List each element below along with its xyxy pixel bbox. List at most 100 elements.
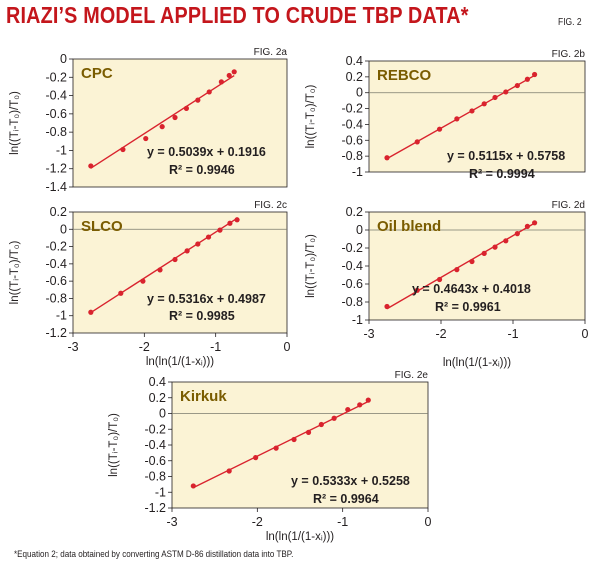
x-tick-label: -1	[210, 340, 221, 354]
r-squared-label: R² = 0.9946	[169, 163, 235, 177]
x-tick-label: 0	[425, 515, 432, 529]
data-point	[140, 278, 146, 284]
y-tick-label: -0.6	[45, 107, 67, 121]
y-tick-label: -0.4	[45, 89, 67, 103]
data-point	[492, 244, 498, 250]
data-point	[414, 287, 420, 293]
data-point	[492, 94, 498, 101]
x-axis-label: ln(ln(1/(1-xᵢ)))	[443, 357, 511, 369]
data-point	[183, 105, 190, 111]
plot-area	[72, 58, 288, 188]
data-point	[514, 231, 520, 237]
data-point	[88, 163, 94, 169]
y-tick-label: -0.6	[341, 133, 363, 147]
y-axis-label: ln((Tᵢ-T₀)/T₀)	[305, 84, 317, 148]
y-tick-label: -0.4	[144, 438, 166, 452]
y-tick-label: -0.4	[341, 259, 363, 273]
y-tick-label: -0.4	[341, 117, 363, 131]
x-tick-label: -2	[435, 327, 446, 341]
x-tick-label: 0	[582, 327, 589, 341]
data-point	[365, 397, 371, 403]
chart-panel: -1.2 -1 -0.8 -0.6 -0.4 -0.2 0 0.2 -3 -2 -1 0 ln((Tᵢ-…	[9, 200, 291, 368]
y-tick-label: -1	[56, 309, 67, 323]
regression-equation: y = 0.5333x + 0.5258	[291, 474, 410, 488]
y-tick-label: -0.2	[144, 422, 166, 436]
data-point	[469, 108, 475, 114]
data-point	[234, 217, 240, 223]
y-axis-label: ln((Tᵢ-T₀)/T₀)	[9, 91, 21, 155]
data-point	[481, 250, 487, 256]
panel-tag: FIG. 2a	[254, 47, 288, 58]
data-point	[291, 436, 297, 443]
data-point	[532, 220, 538, 226]
x-tick-label: -3	[166, 515, 177, 529]
y-tick-label: -0.6	[341, 277, 363, 291]
x-tick-label: 0	[284, 340, 291, 354]
data-point	[184, 248, 190, 254]
r-squared-label: R² = 0.9961	[435, 300, 501, 314]
data-point	[524, 76, 531, 82]
y-tick-label: -0.2	[341, 241, 363, 255]
series-label: REBCO	[377, 67, 432, 84]
y-tick-label: 0.4	[346, 54, 363, 68]
y-tick-label: -0.6	[45, 274, 67, 288]
y-tick-label: -1	[155, 485, 166, 499]
y-tick-label: -0.2	[45, 240, 67, 254]
x-axis-label: ln(ln(1/(1-xᵢ)))	[146, 356, 214, 368]
series-label: SLCO	[81, 218, 123, 235]
y-tick-label: 0.2	[50, 205, 67, 219]
data-point	[226, 468, 232, 474]
data-point	[118, 290, 124, 296]
y-tick-label: 0	[356, 86, 363, 100]
data-point	[206, 89, 212, 95]
x-tick-label: -3	[363, 327, 374, 341]
chart-panel: -1 -0.8 -0.6 -0.4 -0.2 0 0.2 -3 -2 -1 0 ln((Tᵢ-T₀)/…	[305, 200, 589, 369]
y-tick-label: -0.8	[341, 295, 363, 309]
data-point	[172, 256, 178, 263]
plot-area	[171, 381, 429, 509]
y-tick-label: 0.4	[149, 375, 166, 389]
regression-line	[90, 217, 238, 314]
data-point	[195, 97, 201, 103]
y-tick-label: -1.4	[45, 180, 67, 194]
data-point	[227, 220, 233, 226]
y-tick-label: -1.2	[45, 162, 67, 176]
r-squared-label: R² = 0.9985	[169, 309, 235, 323]
data-point	[195, 241, 201, 247]
data-point	[503, 89, 509, 95]
data-point	[231, 69, 237, 75]
y-tick-label: 0.2	[346, 205, 363, 219]
chart-panel: -1 -0.8 -0.6 -0.4-0.2 0 0.2 0.4 ln((Tᵢ-T₀)/T₀) F…	[305, 49, 585, 181]
x-tick-label: -2	[139, 340, 150, 354]
regression-line	[386, 222, 535, 310]
x-tick-label: -3	[67, 340, 78, 354]
data-point	[345, 406, 351, 413]
data-point	[217, 227, 223, 233]
data-point	[384, 303, 390, 310]
plot-area	[368, 60, 586, 173]
data-point	[205, 234, 212, 240]
data-point	[172, 114, 178, 121]
data-point	[157, 267, 163, 273]
chart-panel: -1.4 -1.2 -1 -0.8 -0.6 -0.4 -0.2 0 ln((Tᵢ-T₀)/T₀…	[9, 47, 287, 194]
regression-equation: y = 0.5039x + 0.1916	[147, 145, 266, 159]
y-tick-label: -0.8	[341, 149, 363, 163]
data-point	[226, 72, 232, 79]
y-tick-label: -1	[352, 165, 363, 179]
panel-tag: FIG. 2c	[254, 200, 287, 211]
data-point	[331, 415, 337, 421]
x-tick-label: -2	[252, 515, 263, 529]
y-tick-label: -0.4	[45, 257, 67, 271]
x-axis-label: ln(ln(1/(1-xᵢ)))	[266, 531, 334, 543]
regression-equation: y = 0.5316x + 0.4987	[147, 292, 266, 306]
y-tick-label: 0	[60, 52, 67, 66]
regression-equation: y = 0.5115x + 0.5758	[447, 149, 565, 163]
data-point	[514, 82, 520, 89]
y-tick-label: -0.8	[45, 125, 67, 139]
data-point	[469, 258, 475, 265]
data-point	[357, 402, 363, 408]
data-point	[120, 146, 126, 153]
footnote: *Equation 2; data obtained by converting…	[14, 549, 294, 560]
data-point	[190, 483, 196, 489]
regression-line	[386, 74, 535, 160]
